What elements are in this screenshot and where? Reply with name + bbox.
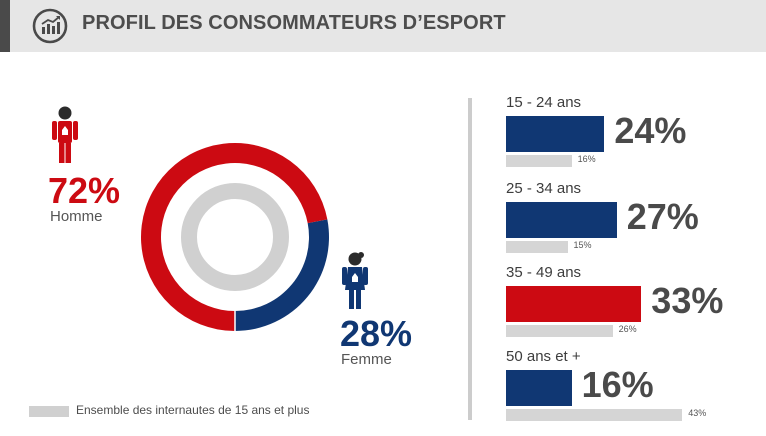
header-bar: PROFIL DES CONSOMMATEURS D’ESPORT bbox=[0, 0, 766, 52]
baseline-value: 16% bbox=[577, 154, 596, 164]
donut-inner-ring bbox=[181, 183, 289, 291]
age-value: 33% bbox=[651, 280, 724, 321]
legend-swatch bbox=[29, 406, 69, 417]
age-label: 25 - 34 ans bbox=[506, 180, 582, 197]
vertical-divider bbox=[468, 98, 472, 420]
age-bar bbox=[506, 370, 572, 406]
age-value: 27% bbox=[626, 196, 699, 237]
female-person-icon bbox=[342, 252, 368, 309]
baseline-bar bbox=[506, 155, 572, 167]
donut-slice-femme bbox=[235, 219, 329, 331]
page-title: PROFIL DES CONSOMMATEURS D’ESPORT bbox=[82, 12, 506, 34]
analytics-chart-icon bbox=[32, 8, 68, 44]
baseline-value: 26% bbox=[618, 324, 637, 334]
male-person-icon bbox=[52, 106, 78, 163]
age-label: 35 - 49 ans bbox=[506, 264, 582, 281]
baseline-bar bbox=[506, 409, 683, 421]
age-bar bbox=[506, 116, 605, 152]
age-label: 50 ans et + bbox=[506, 348, 581, 365]
header-accent bbox=[0, 0, 10, 52]
male-percent: 72% bbox=[48, 170, 121, 211]
female-label: Femme bbox=[341, 351, 392, 368]
age-value: 16% bbox=[581, 364, 654, 405]
donut-chart bbox=[141, 143, 329, 331]
baseline-bar bbox=[506, 325, 613, 337]
baseline-bar bbox=[506, 241, 568, 253]
baseline-value: 15% bbox=[573, 240, 592, 250]
legend-label: Ensemble des internautes de 15 ans et pl… bbox=[76, 403, 310, 417]
age-label: 15 - 24 ans bbox=[506, 94, 582, 111]
baseline-value: 43% bbox=[688, 408, 707, 418]
female-percent: 28% bbox=[340, 313, 413, 354]
age-bar bbox=[506, 202, 617, 238]
age-value: 24% bbox=[614, 110, 687, 151]
male-label: Homme bbox=[50, 208, 103, 225]
age-bar bbox=[506, 286, 642, 322]
